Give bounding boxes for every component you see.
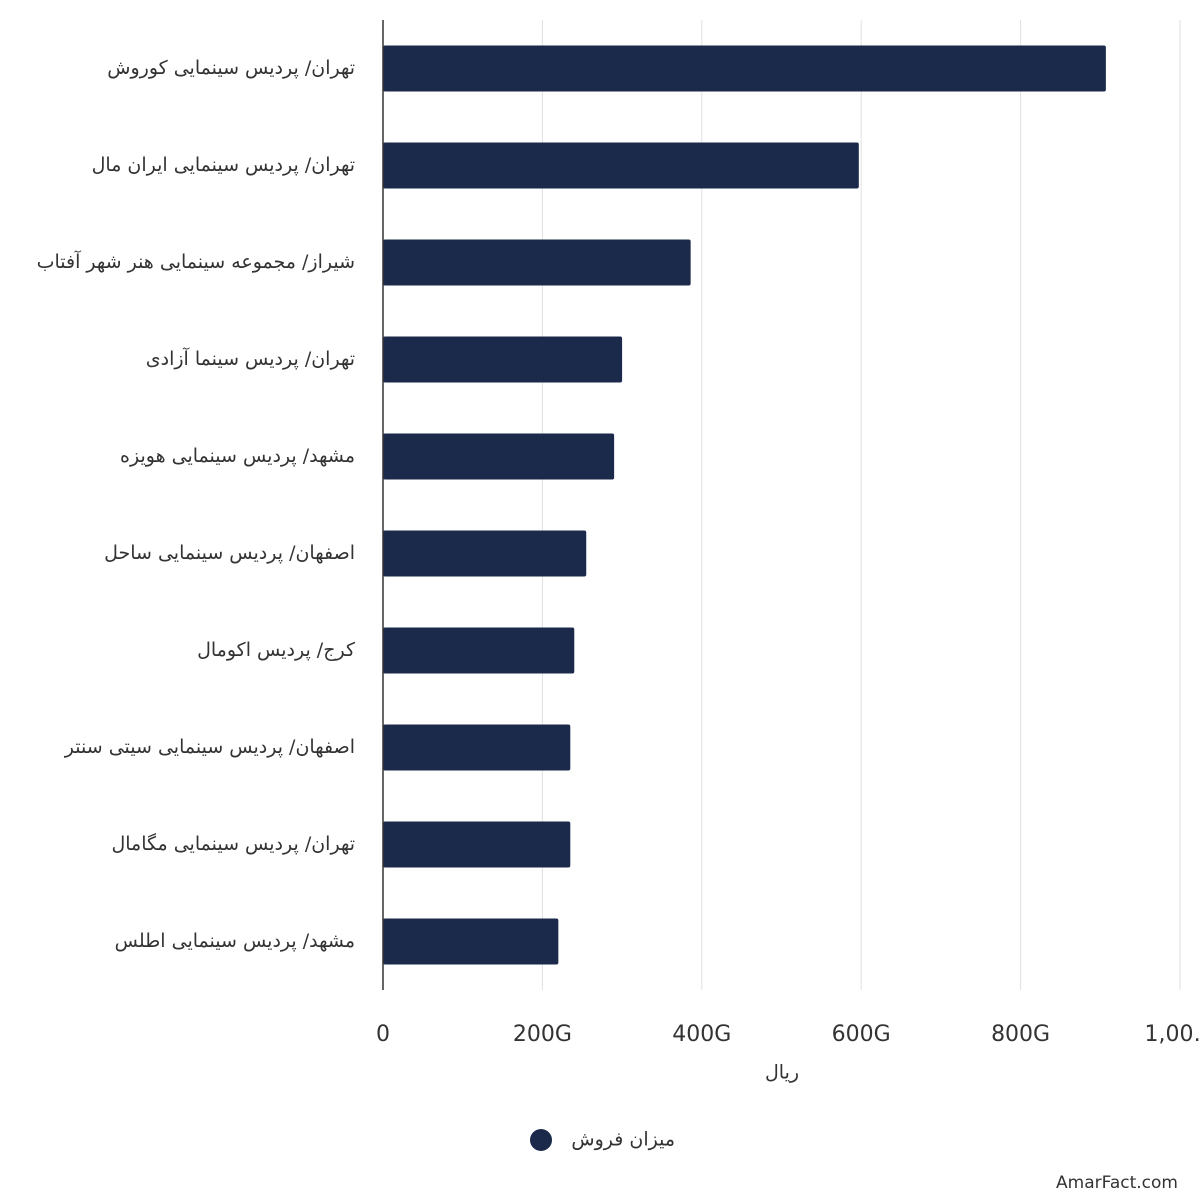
bar xyxy=(383,433,615,480)
y-tick-label: کرج/ پردیس اکومال xyxy=(197,639,356,661)
x-tick-label: 400G xyxy=(672,1022,731,1047)
x-tick-label: 1,00… xyxy=(1145,1022,1200,1047)
watermark: AmarFact.com xyxy=(1056,1173,1178,1193)
bar xyxy=(383,724,571,771)
x-tick-label: 600G xyxy=(832,1022,891,1047)
x-tick-label: 0 xyxy=(376,1022,390,1047)
bar xyxy=(383,336,623,383)
y-tick-label: شیراز/ مجموعه سینمایی هنر شهر آفتاب xyxy=(37,249,355,273)
y-tick-label: مشهد/ پردیس سینمایی اطلس xyxy=(115,930,355,952)
y-tick-label: مشهد/ پردیس سینمایی هویزه xyxy=(120,445,355,467)
bar xyxy=(383,530,587,577)
bar xyxy=(383,45,1106,92)
x-tick-label: 800G xyxy=(991,1022,1050,1047)
y-tick-label: تهران/ پردیس سینمایی مگامال xyxy=(111,832,355,855)
y-tick-label: اصفهان/ پردیس سینمایی سیتی سنتر xyxy=(64,736,355,758)
x-tick-label: 200G xyxy=(513,1022,572,1047)
y-tick-label: تهران/ پردیس سینما آزادی xyxy=(146,346,355,370)
legend-label: میزان فروش xyxy=(571,1129,675,1151)
x-axis-label: ریال xyxy=(765,1062,799,1084)
bar xyxy=(383,627,575,674)
y-tick-label: تهران/ پردیس سینمایی کوروش xyxy=(107,57,355,79)
y-tick-label: تهران/ پردیس سینمایی ایران مال xyxy=(92,154,355,176)
y-tick-label: اصفهان/ پردیس سینمایی ساحل xyxy=(104,542,355,564)
bar xyxy=(383,142,859,189)
bar xyxy=(383,918,559,965)
legend-marker xyxy=(530,1129,552,1151)
bar xyxy=(383,821,571,868)
bar xyxy=(383,239,691,286)
